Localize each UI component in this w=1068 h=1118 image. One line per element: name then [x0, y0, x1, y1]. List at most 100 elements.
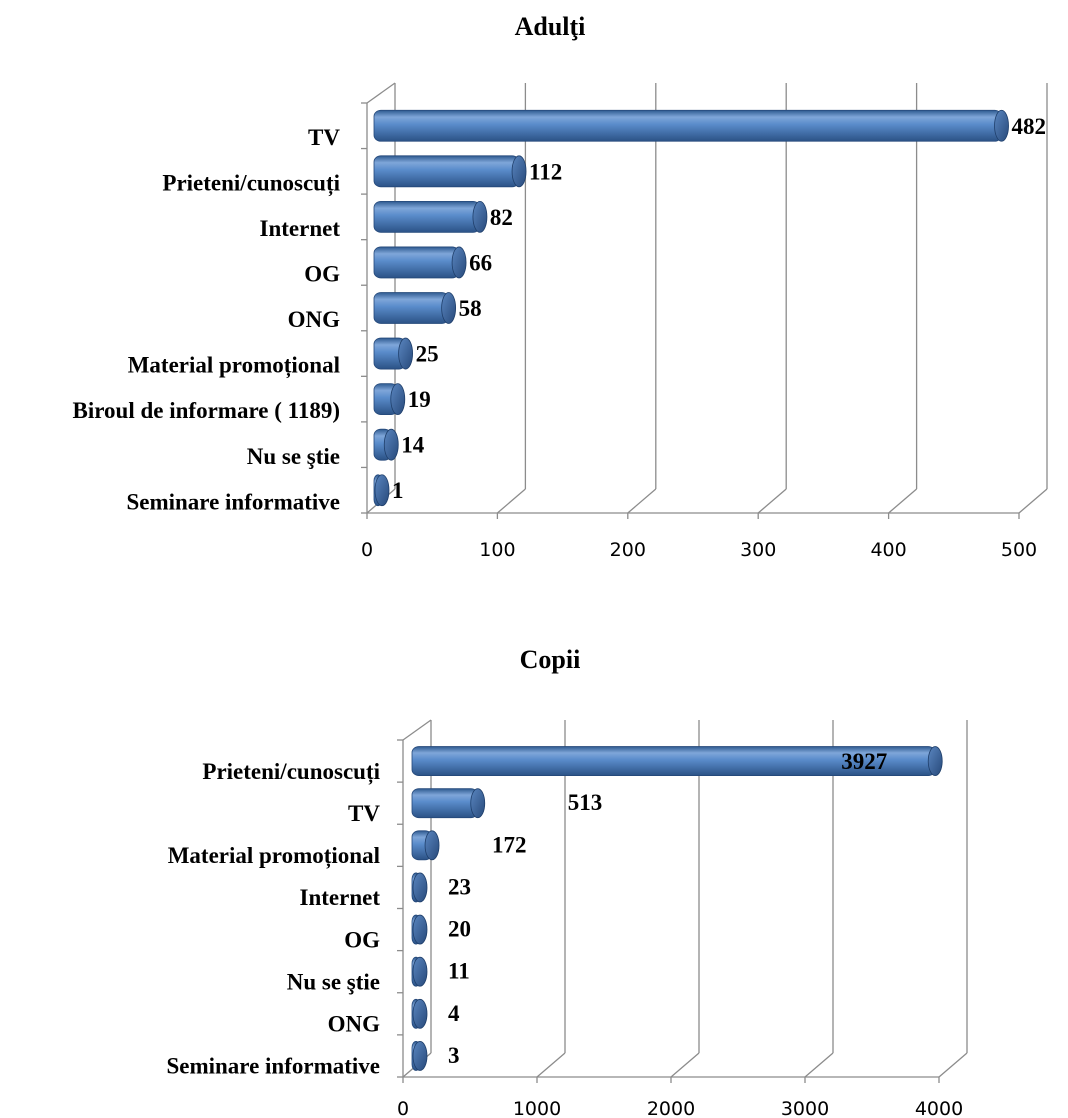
x-tick-label: 500	[1001, 539, 1037, 561]
category-label: OG	[304, 262, 340, 287]
data-label: 58	[459, 296, 482, 321]
x-tick-label: 300	[740, 539, 776, 561]
bar-cap	[398, 337, 414, 370]
data-label: 19	[408, 387, 431, 412]
category-label: ONG	[328, 1012, 381, 1037]
floor-gridline	[496, 488, 526, 514]
bar-cap	[390, 383, 406, 416]
bar-body	[373, 200, 481, 233]
category-label: Nu se ştie	[247, 444, 340, 469]
bar-seminare-informative	[411, 1041, 428, 1071]
bar-body	[411, 788, 479, 819]
x-tick-label: 100	[479, 539, 515, 561]
bar-cap	[383, 428, 399, 461]
bar-og	[411, 914, 428, 945]
category-label: Nu se ştie	[287, 969, 380, 994]
x-tick-label: 0	[361, 539, 373, 561]
data-label: 112	[529, 159, 562, 184]
category-label: Seminare informative	[166, 1054, 380, 1079]
category-label: Material promoțional	[128, 353, 340, 379]
bar-ong	[373, 292, 457, 324]
x-tick-label: 400	[870, 539, 906, 561]
category-label: Material promoțional	[168, 843, 380, 869]
category-label: TV	[308, 125, 340, 150]
chart-title-adulti: Adulţi	[515, 12, 586, 41]
bar-cap	[451, 246, 467, 279]
data-label: 4	[448, 1001, 460, 1026]
data-label: 3927	[841, 749, 887, 774]
bar-material-promot-ional	[411, 830, 440, 861]
floor-gridline	[1018, 488, 1048, 514]
floor-gridline	[757, 488, 787, 514]
bar-internet	[373, 200, 488, 233]
bar-cap	[424, 830, 440, 861]
x-tick-label: 200	[610, 539, 646, 561]
x-tick-label: 1000	[513, 1098, 561, 1118]
bar-prieteni-cunoscut-i	[373, 155, 527, 188]
bar-seminare-informative	[373, 474, 390, 507]
bar-body	[373, 246, 460, 279]
category-label: ONG	[288, 307, 341, 332]
bar-prieteni-cunoscut-i	[411, 746, 943, 776]
x-tick-label: 4000	[915, 1098, 963, 1118]
category-label: Biroul de informare ( 1189)	[73, 398, 340, 423]
bar-cap	[927, 746, 943, 776]
bar-cap	[412, 914, 428, 945]
data-label: 14	[401, 433, 425, 458]
data-label: 3	[448, 1043, 460, 1068]
category-label: OG	[344, 927, 380, 952]
bar-cap	[472, 200, 488, 233]
category-label: Seminare informative	[126, 489, 340, 514]
x-tick-label: 0	[397, 1098, 409, 1118]
data-label: 172	[492, 832, 526, 857]
data-label: 66	[469, 250, 492, 275]
bar-cap	[412, 956, 428, 987]
floor-gridline	[938, 1052, 968, 1078]
floor-gridline	[536, 1052, 566, 1078]
data-label: 23	[448, 874, 471, 899]
bar-tv	[373, 109, 1009, 142]
data-label: 1	[392, 478, 404, 503]
wall-edge	[366, 82, 396, 104]
data-label: 482	[1012, 114, 1047, 139]
chart-body-adulti: 0 100 200 300 400 500 TV 482 Prieteni/cunoscuți 1…	[73, 82, 1048, 561]
wall-edge	[402, 719, 432, 741]
data-label: 11	[448, 959, 470, 984]
chart-adulti: Adulţi 0 100 200 300 400 500 TV 482 Prieteni/cun…	[73, 12, 1048, 561]
bar-cap	[412, 1041, 428, 1071]
floor-gridline	[670, 1052, 700, 1078]
data-label: 82	[490, 205, 513, 230]
bar-body	[373, 292, 450, 324]
bar-cap	[441, 292, 457, 324]
x-tick-label: 3000	[781, 1098, 829, 1118]
bar-cap	[412, 998, 428, 1029]
chart-title-copii: Copii	[520, 645, 581, 674]
category-label: TV	[348, 801, 380, 826]
floor-gridline	[804, 1052, 834, 1078]
bar-cap	[470, 788, 486, 819]
bar-cap	[994, 109, 1009, 142]
bar-internet	[411, 872, 428, 903]
bar-biroul-de-informare-1189	[373, 383, 406, 416]
bar-cap	[412, 872, 428, 903]
bar-cap	[511, 155, 527, 188]
category-label: Internet	[300, 885, 381, 910]
chart-copii: Copii 0 1000 2000 3000 4000 Prieteni/cunoscuț…	[166, 645, 968, 1118]
bar-cap	[374, 474, 390, 507]
bar-nu-se-s-tie	[373, 428, 399, 461]
chart-body-copii: 0 1000 2000 3000 4000 Prieteni/cunoscuți 3927 T…	[166, 719, 968, 1118]
bar-material-promot-ional	[373, 337, 414, 370]
category-label: Prieteni/cunoscuți	[162, 170, 340, 196]
category-label: Prieteni/cunoscuți	[202, 759, 380, 785]
floor-gridline	[627, 488, 657, 514]
data-label: 513	[568, 790, 603, 815]
data-label: 25	[416, 342, 439, 367]
x-tick-label: 2000	[647, 1098, 695, 1118]
bar-ong	[411, 998, 428, 1029]
category-label: Internet	[260, 216, 341, 241]
bar-og	[373, 246, 467, 279]
bar-tv	[411, 788, 486, 819]
bar-nu-se-s-tie	[411, 956, 428, 987]
data-label: 20	[448, 917, 471, 942]
